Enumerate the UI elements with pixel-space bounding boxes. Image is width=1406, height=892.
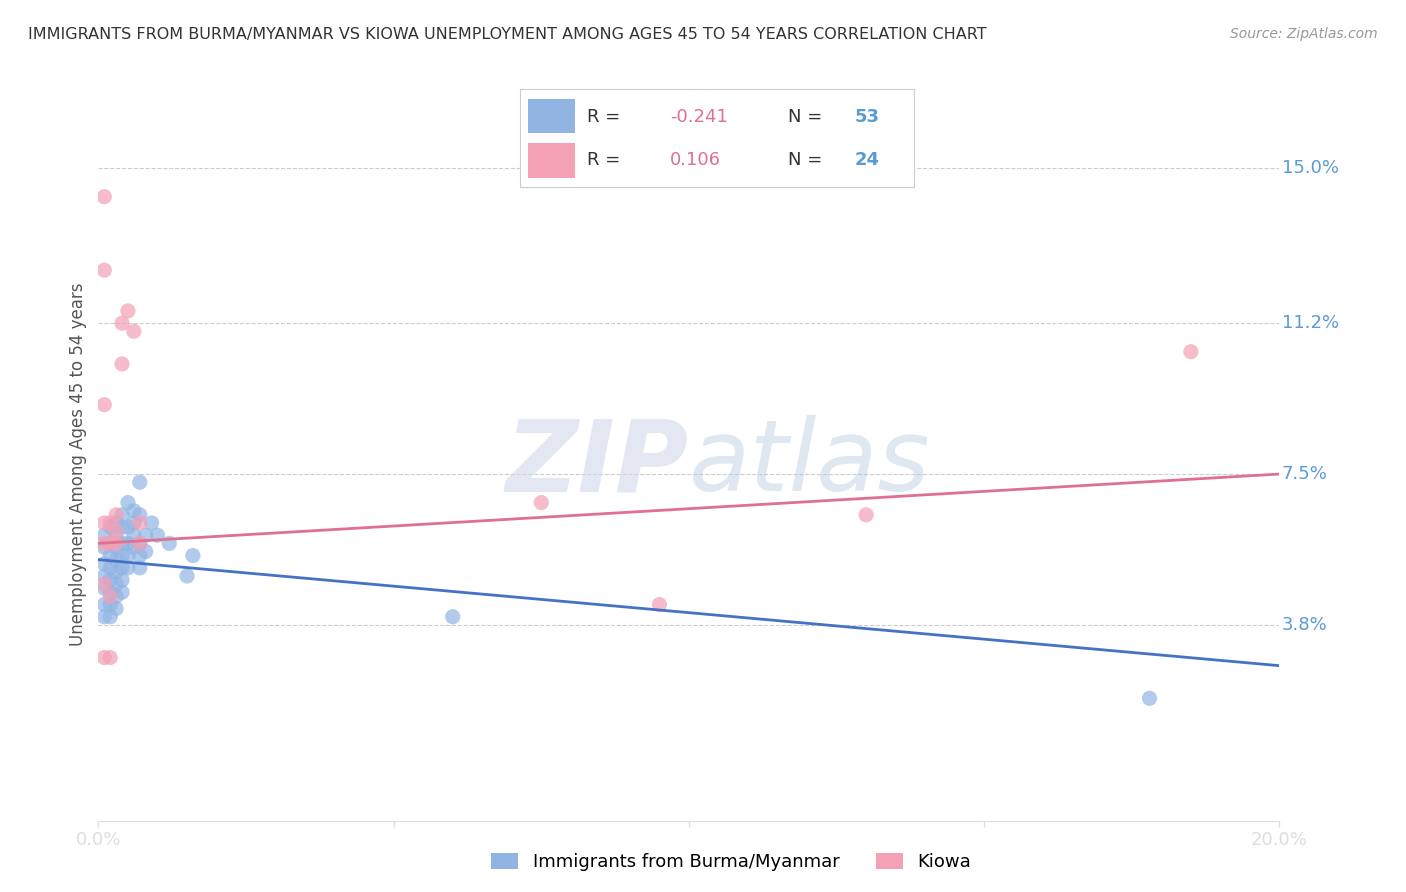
Point: [128, 549, 150, 563]
Text: 3.8%: 3.8%: [1282, 615, 1327, 634]
Text: 7.5%: 7.5%: [1282, 465, 1327, 483]
Point: [117, 520, 139, 534]
Point: [93, 650, 115, 665]
Point: [93, 598, 115, 612]
Text: Source: ZipAtlas.com: Source: ZipAtlas.com: [1230, 27, 1378, 41]
Point: [441, 609, 464, 624]
Point: [176, 569, 198, 583]
FancyBboxPatch shape: [529, 143, 575, 178]
Point: [1180, 344, 1202, 359]
Point: [105, 590, 128, 604]
Point: [105, 524, 128, 538]
Point: [117, 304, 139, 318]
Point: [128, 536, 150, 550]
Point: [105, 577, 128, 591]
Point: [105, 536, 128, 550]
Point: [1139, 691, 1161, 706]
Point: [117, 549, 139, 563]
Text: R =: R =: [588, 151, 626, 169]
Legend: Immigrants from Burma/Myanmar, Kiowa: Immigrants from Burma/Myanmar, Kiowa: [484, 846, 979, 879]
Text: N =: N =: [787, 108, 828, 126]
Point: [98, 598, 121, 612]
Point: [105, 552, 128, 566]
Point: [98, 590, 121, 604]
Point: [141, 516, 163, 530]
Point: [111, 573, 134, 587]
Text: R =: R =: [588, 108, 626, 126]
Point: [122, 516, 145, 530]
Y-axis label: Unemployment Among Ages 45 to 54 years: Unemployment Among Ages 45 to 54 years: [69, 282, 87, 646]
Point: [93, 557, 115, 571]
Point: [93, 577, 115, 591]
Point: [530, 495, 553, 509]
Point: [98, 520, 121, 534]
Text: 0.106: 0.106: [669, 151, 721, 169]
Text: ZIP: ZIP: [506, 416, 689, 512]
Point: [98, 609, 121, 624]
Point: [105, 516, 128, 530]
Point: [157, 536, 180, 550]
Point: [111, 520, 134, 534]
Point: [98, 536, 121, 550]
Point: [648, 598, 671, 612]
Point: [93, 516, 115, 530]
Point: [111, 536, 134, 550]
Point: [105, 528, 128, 542]
Point: [105, 541, 128, 555]
Point: [135, 544, 157, 558]
Point: [93, 569, 115, 583]
Text: 24: 24: [855, 151, 880, 169]
Text: 11.2%: 11.2%: [1282, 314, 1339, 332]
Text: 15.0%: 15.0%: [1282, 159, 1339, 178]
Point: [98, 573, 121, 587]
Point: [146, 528, 169, 542]
Point: [98, 585, 121, 599]
Point: [98, 516, 121, 530]
Point: [93, 541, 115, 555]
Point: [105, 508, 128, 522]
Text: IMMIGRANTS FROM BURMA/MYANMAR VS KIOWA UNEMPLOYMENT AMONG AGES 45 TO 54 YEARS CO: IMMIGRANTS FROM BURMA/MYANMAR VS KIOWA U…: [28, 27, 987, 42]
Text: 53: 53: [855, 108, 880, 126]
Point: [98, 650, 121, 665]
Text: N =: N =: [787, 151, 828, 169]
Point: [122, 528, 145, 542]
Text: -0.241: -0.241: [669, 108, 728, 126]
Point: [128, 516, 150, 530]
Point: [93, 263, 115, 277]
Point: [111, 561, 134, 575]
Point: [117, 536, 139, 550]
Point: [98, 549, 121, 563]
Point: [181, 549, 204, 563]
Point: [111, 508, 134, 522]
Point: [93, 581, 115, 595]
Point: [111, 316, 134, 330]
Point: [111, 549, 134, 563]
Point: [135, 528, 157, 542]
Point: [111, 357, 134, 371]
Point: [93, 609, 115, 624]
Point: [105, 601, 128, 615]
Point: [122, 324, 145, 338]
Point: [111, 585, 134, 599]
Point: [105, 565, 128, 579]
Text: atlas: atlas: [689, 416, 931, 512]
Point: [117, 561, 139, 575]
Point: [117, 495, 139, 509]
Point: [122, 541, 145, 555]
Point: [98, 536, 121, 550]
Point: [855, 508, 877, 522]
Point: [93, 528, 115, 542]
Point: [128, 536, 150, 550]
Point: [98, 561, 121, 575]
FancyBboxPatch shape: [529, 99, 575, 133]
Point: [128, 508, 150, 522]
Point: [93, 190, 115, 204]
Point: [128, 475, 150, 490]
Point: [122, 504, 145, 518]
Point: [93, 536, 115, 550]
Point: [128, 561, 150, 575]
Point: [93, 398, 115, 412]
